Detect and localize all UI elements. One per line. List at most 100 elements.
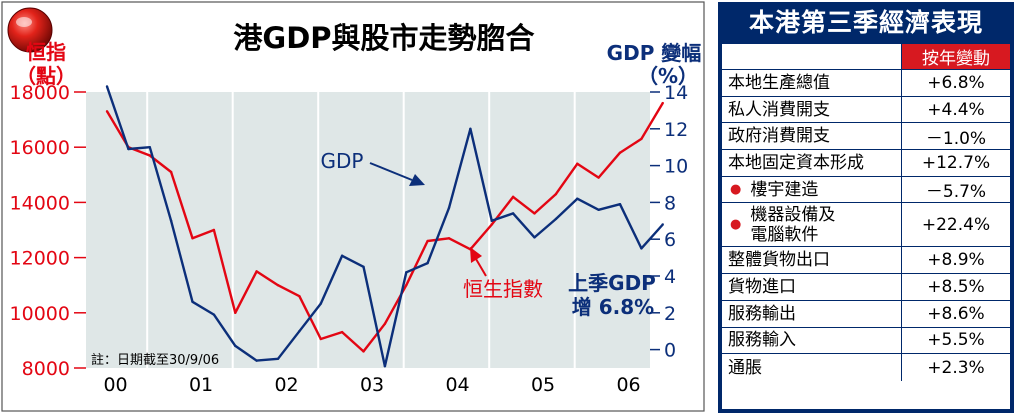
last-quarter-gdp-label: 上季GDP	[568, 271, 656, 295]
data-point	[576, 197, 579, 200]
row-label: ● 樓宇建造	[722, 176, 902, 203]
table-row: ● 機器設備及 電腦軟件 +22.4%	[722, 203, 1010, 248]
row-label-text: 機器設備及 電腦軟件	[750, 205, 835, 245]
data-point	[169, 219, 173, 222]
hsi-arrowhead	[470, 247, 482, 263]
x-axis-ticks: 00 01 02 03 04 05 06	[103, 374, 640, 396]
row-value: +8.5%	[927, 276, 985, 297]
right-tick-label: 0	[664, 340, 676, 362]
row-value: －1.0%	[925, 128, 987, 149]
data-point	[383, 364, 387, 368]
row-label-text: 整體貨物出口	[728, 250, 830, 271]
row-label-line: 機器設備及	[750, 204, 836, 225]
series-layer	[105, 85, 664, 368]
right-tick-label: 4	[664, 266, 676, 288]
chart-title: 港GDP與股市走勢脗合	[233, 21, 534, 55]
left-tick-label: 18000	[10, 82, 70, 104]
row-value: －5.7%	[925, 182, 987, 203]
left-tick-label: 8000	[22, 358, 70, 380]
table-row: 貨物進口 +8.5%	[722, 274, 1010, 301]
right-axis-unit: （%）	[638, 64, 698, 88]
data-point	[340, 254, 344, 257]
data-point	[405, 271, 408, 274]
data-point	[618, 203, 622, 206]
data-point	[255, 359, 258, 362]
data-point	[127, 147, 130, 151]
row-label-text: 通脹	[728, 357, 762, 378]
data-point	[169, 170, 173, 174]
bullet-icon: ●	[730, 216, 742, 232]
chart: 港GDP與股市走勢脗合 恒指 （點） GDP 變幅 （%） 18000 16000…	[1, 1, 705, 412]
left-axis-ticks: 18000 16000 14000 12000 10000 8000	[10, 82, 86, 380]
data-point	[148, 154, 151, 157]
data-point	[362, 350, 365, 353]
table-title: 本港第三季經濟表現	[748, 8, 983, 37]
row-label-text: 貨物進口	[728, 276, 796, 297]
data-point	[469, 127, 472, 130]
series-gdp	[105, 85, 664, 368]
x-tick-label: 06	[616, 374, 640, 396]
x-tick-label: 04	[445, 374, 469, 396]
data-point	[255, 270, 258, 273]
date-note: 註：日期截至30/9/06	[91, 353, 219, 368]
bullet-icon: ●	[730, 181, 742, 197]
left-axis-unit: （點）	[16, 64, 76, 88]
left-axis-label: 恒指	[26, 40, 66, 64]
right-tick-label: 6	[664, 229, 676, 251]
table-header-yoy: 按年變動	[902, 44, 1010, 69]
left-tick-label: 10000	[10, 303, 70, 325]
row-label: 服務輸出	[722, 300, 902, 327]
row-value: +4.4%	[927, 99, 985, 120]
table-row: 政府消費開支 －1.0%	[722, 123, 1010, 151]
row-label-text: 本地固定資本形成	[728, 152, 864, 173]
row-label: 政府消費開支	[722, 123, 902, 150]
row-label: 本地生產總值	[722, 70, 902, 96]
ball-highlight	[16, 17, 32, 27]
row-value: +8.6%	[927, 303, 985, 324]
table-row: 本地固定資本形成 +12.7%	[722, 150, 1010, 177]
data-point	[105, 85, 109, 88]
data-point	[298, 295, 301, 298]
row-label-text: 樓宇建造	[750, 179, 819, 200]
data-point	[533, 236, 536, 239]
row-label-text: 私人消費開支	[728, 99, 830, 120]
data-point	[640, 137, 643, 141]
x-tick-label: 00	[103, 374, 127, 396]
left-tick-label: 16000	[10, 137, 70, 159]
row-label-text: 政府消費開支	[728, 126, 830, 147]
data-point	[576, 162, 579, 165]
gdp-arrowhead	[409, 174, 425, 186]
row-label: 通脹	[722, 354, 902, 381]
x-tick-label: 02	[274, 374, 298, 396]
row-value: +6.8%	[927, 72, 985, 93]
x-tick-label: 05	[531, 374, 555, 396]
data-point	[383, 322, 387, 326]
data-point	[618, 151, 622, 154]
table-row: 本地生產總值 +6.8%	[722, 70, 1010, 97]
data-point	[319, 337, 322, 341]
left-tick-label: 12000	[10, 248, 70, 270]
row-label: ● 機器設備及 電腦軟件	[722, 203, 902, 247]
data-point	[447, 237, 451, 240]
row-value: +2.3%	[927, 357, 985, 378]
row-label: 貨物進口	[722, 274, 902, 300]
data-point	[533, 212, 536, 215]
chart-panel: 港GDP與股市走勢脗合 恒指 （點） GDP 變幅 （%） 18000 16000…	[1, 1, 705, 412]
data-point	[490, 223, 493, 226]
right-tick-label: 8	[664, 192, 676, 214]
table-row: 服務輸出 +8.6%	[722, 300, 1010, 328]
data-point	[191, 300, 194, 303]
table-row: 私人消費開支 +4.4%	[722, 96, 1010, 124]
row-label-line: 電腦軟件	[750, 224, 819, 245]
row-label: 本地固定資本形成	[722, 150, 902, 176]
data-point	[597, 208, 600, 211]
data-point	[298, 330, 301, 333]
data-point	[661, 101, 664, 105]
data-point	[597, 176, 600, 179]
right-tick-label: 12	[664, 119, 688, 141]
row-label: 服務輸入	[722, 327, 902, 354]
table-rows: 本地生產總值 +6.8% 私人消費開支 +4.4% 政府消費開支 －1.0% 本地固定資本形…	[722, 70, 1010, 381]
left-tick-label: 14000	[10, 192, 70, 214]
data-point	[490, 219, 493, 222]
data-point	[212, 228, 216, 232]
